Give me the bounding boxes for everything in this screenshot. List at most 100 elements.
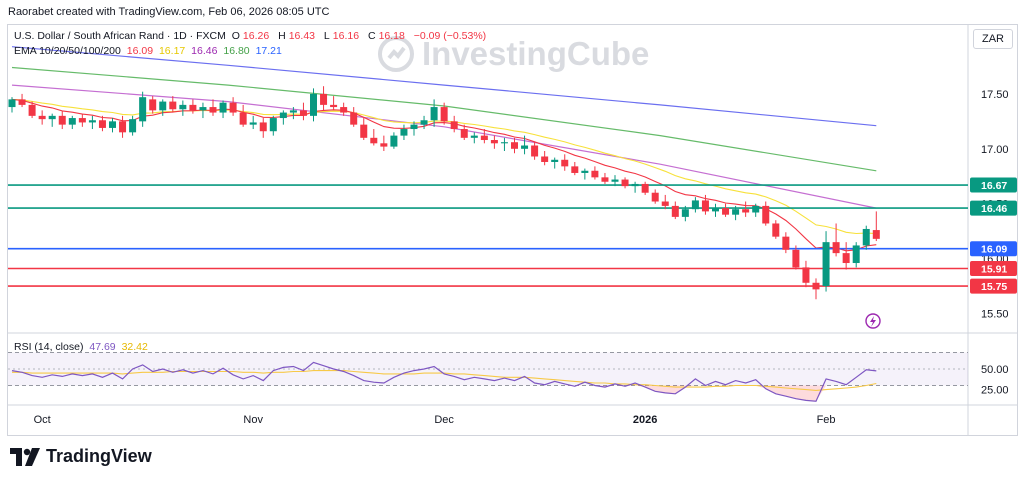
candle-body bbox=[460, 129, 468, 138]
candle-body bbox=[320, 93, 328, 105]
ema-legend[interactable]: EMA 10/20/50/100/200 16.09 16.17 16.46 1… bbox=[14, 45, 285, 57]
symbol-name[interactable]: U.S. Dollar / South African Rand · 1D · … bbox=[14, 30, 226, 42]
candle-body bbox=[88, 120, 96, 123]
candle-body bbox=[732, 209, 740, 215]
candle-body bbox=[119, 121, 127, 133]
candle-body bbox=[350, 112, 358, 125]
candle-body bbox=[641, 183, 649, 193]
candle-body bbox=[651, 192, 659, 202]
candle-body bbox=[360, 124, 368, 138]
currency-button[interactable]: ZAR bbox=[973, 29, 1013, 49]
event-lightning-icon bbox=[865, 313, 881, 329]
level-tag-15.91 bbox=[970, 261, 1017, 277]
candle-body bbox=[631, 183, 639, 187]
candle-body bbox=[239, 112, 247, 125]
rsi-ma-value: 32.42 bbox=[121, 341, 148, 353]
level-label-15.75: 15.75 bbox=[981, 281, 1007, 293]
candle-body bbox=[852, 245, 860, 264]
candle-body bbox=[822, 242, 830, 287]
chart-frame[interactable] bbox=[7, 24, 1018, 436]
candle-body bbox=[269, 118, 277, 132]
rsi-legend[interactable]: RSI (14, close) 47.69 32.42 bbox=[14, 341, 151, 353]
candle-body bbox=[189, 104, 197, 111]
candle-body bbox=[581, 170, 589, 173]
candle-body bbox=[792, 249, 800, 268]
level-tag-16.09 bbox=[970, 241, 1017, 257]
candle-body bbox=[18, 99, 26, 105]
candle-body bbox=[199, 107, 207, 111]
x-tick-label: Dec bbox=[434, 414, 454, 426]
candle-body bbox=[782, 236, 790, 250]
ema200-value: 17.21 bbox=[255, 45, 282, 57]
candle-body bbox=[701, 200, 709, 212]
candle-body bbox=[691, 200, 699, 210]
candle-body bbox=[249, 122, 257, 125]
candle-body bbox=[712, 208, 719, 212]
candle-body bbox=[470, 135, 478, 138]
candle-body bbox=[420, 120, 428, 125]
candle-body bbox=[98, 120, 106, 128]
candle-body bbox=[591, 170, 599, 178]
level-label-15.91: 15.91 bbox=[981, 264, 1007, 276]
candle-body bbox=[330, 104, 338, 108]
rsi-legend-label: RSI (14, close) bbox=[14, 341, 84, 353]
x-tick-label: 2026 bbox=[633, 414, 657, 426]
level-label-16.09: 16.09 bbox=[981, 244, 1007, 256]
ohlc-low: L 16.16 bbox=[323, 30, 360, 42]
tradingview-logo-icon bbox=[10, 447, 40, 466]
candle-body bbox=[410, 124, 418, 130]
y-tick-label: 17.00 bbox=[981, 144, 1009, 156]
rsi-tick-label: 50.00 bbox=[981, 364, 1009, 376]
candle-body bbox=[561, 159, 569, 167]
candle-body bbox=[671, 205, 679, 217]
rsi-line bbox=[11, 361, 877, 402]
symbol-legend: U.S. Dollar / South African Rand · 1D · … bbox=[14, 30, 489, 42]
candle-body bbox=[541, 156, 549, 162]
candle-body bbox=[139, 97, 147, 122]
level-tag-16.46 bbox=[970, 200, 1017, 216]
candle-body bbox=[259, 122, 267, 132]
x-tick-label: Feb bbox=[817, 414, 836, 426]
ohlc-open: O 16.26 bbox=[231, 30, 270, 42]
candle-body bbox=[681, 209, 689, 217]
event-lightning-bolt-icon bbox=[870, 316, 876, 327]
investingcube-logo-icon bbox=[378, 36, 414, 72]
candle-body bbox=[872, 230, 880, 239]
candle-body bbox=[752, 205, 760, 213]
ema20-value: 16.17 bbox=[158, 45, 186, 57]
candle-body bbox=[430, 107, 438, 121]
candle-body bbox=[661, 201, 669, 206]
ema-legend-label: EMA 10/20/50/100/200 bbox=[14, 45, 121, 57]
candle-body bbox=[500, 142, 508, 144]
rsi-tick-label: 25.00 bbox=[981, 385, 1009, 397]
candle-body bbox=[38, 115, 46, 120]
level-tag-16.67 bbox=[970, 177, 1017, 193]
candle-body bbox=[109, 121, 116, 128]
x-tick-label: Nov bbox=[243, 414, 263, 426]
candle-body bbox=[490, 140, 498, 144]
candle-body bbox=[400, 129, 408, 136]
ema50-value: 16.46 bbox=[191, 45, 218, 57]
candle-body bbox=[531, 145, 539, 157]
tradingview-brand: TradingView bbox=[46, 446, 152, 466]
candle-body bbox=[480, 135, 488, 141]
tradingview-logo: TradingView bbox=[10, 446, 152, 467]
candle-body bbox=[370, 137, 378, 144]
candle-body bbox=[169, 101, 177, 110]
candle-body bbox=[842, 253, 850, 264]
y-tick-label: 15.50 bbox=[981, 309, 1009, 321]
candle-body bbox=[299, 110, 307, 116]
candle-body bbox=[722, 208, 730, 215]
rsi-ma-line bbox=[12, 370, 877, 391]
candle-body bbox=[48, 115, 56, 120]
candle-body bbox=[611, 179, 619, 182]
candle-body bbox=[159, 101, 167, 111]
ema100-value: 16.80 bbox=[223, 45, 250, 57]
candle-body bbox=[621, 179, 629, 187]
candle-body bbox=[390, 135, 398, 147]
candle-body bbox=[179, 104, 187, 110]
level-label-16.46: 16.46 bbox=[981, 203, 1007, 215]
ema50-line bbox=[11, 84, 877, 209]
candle-body bbox=[209, 107, 217, 113]
